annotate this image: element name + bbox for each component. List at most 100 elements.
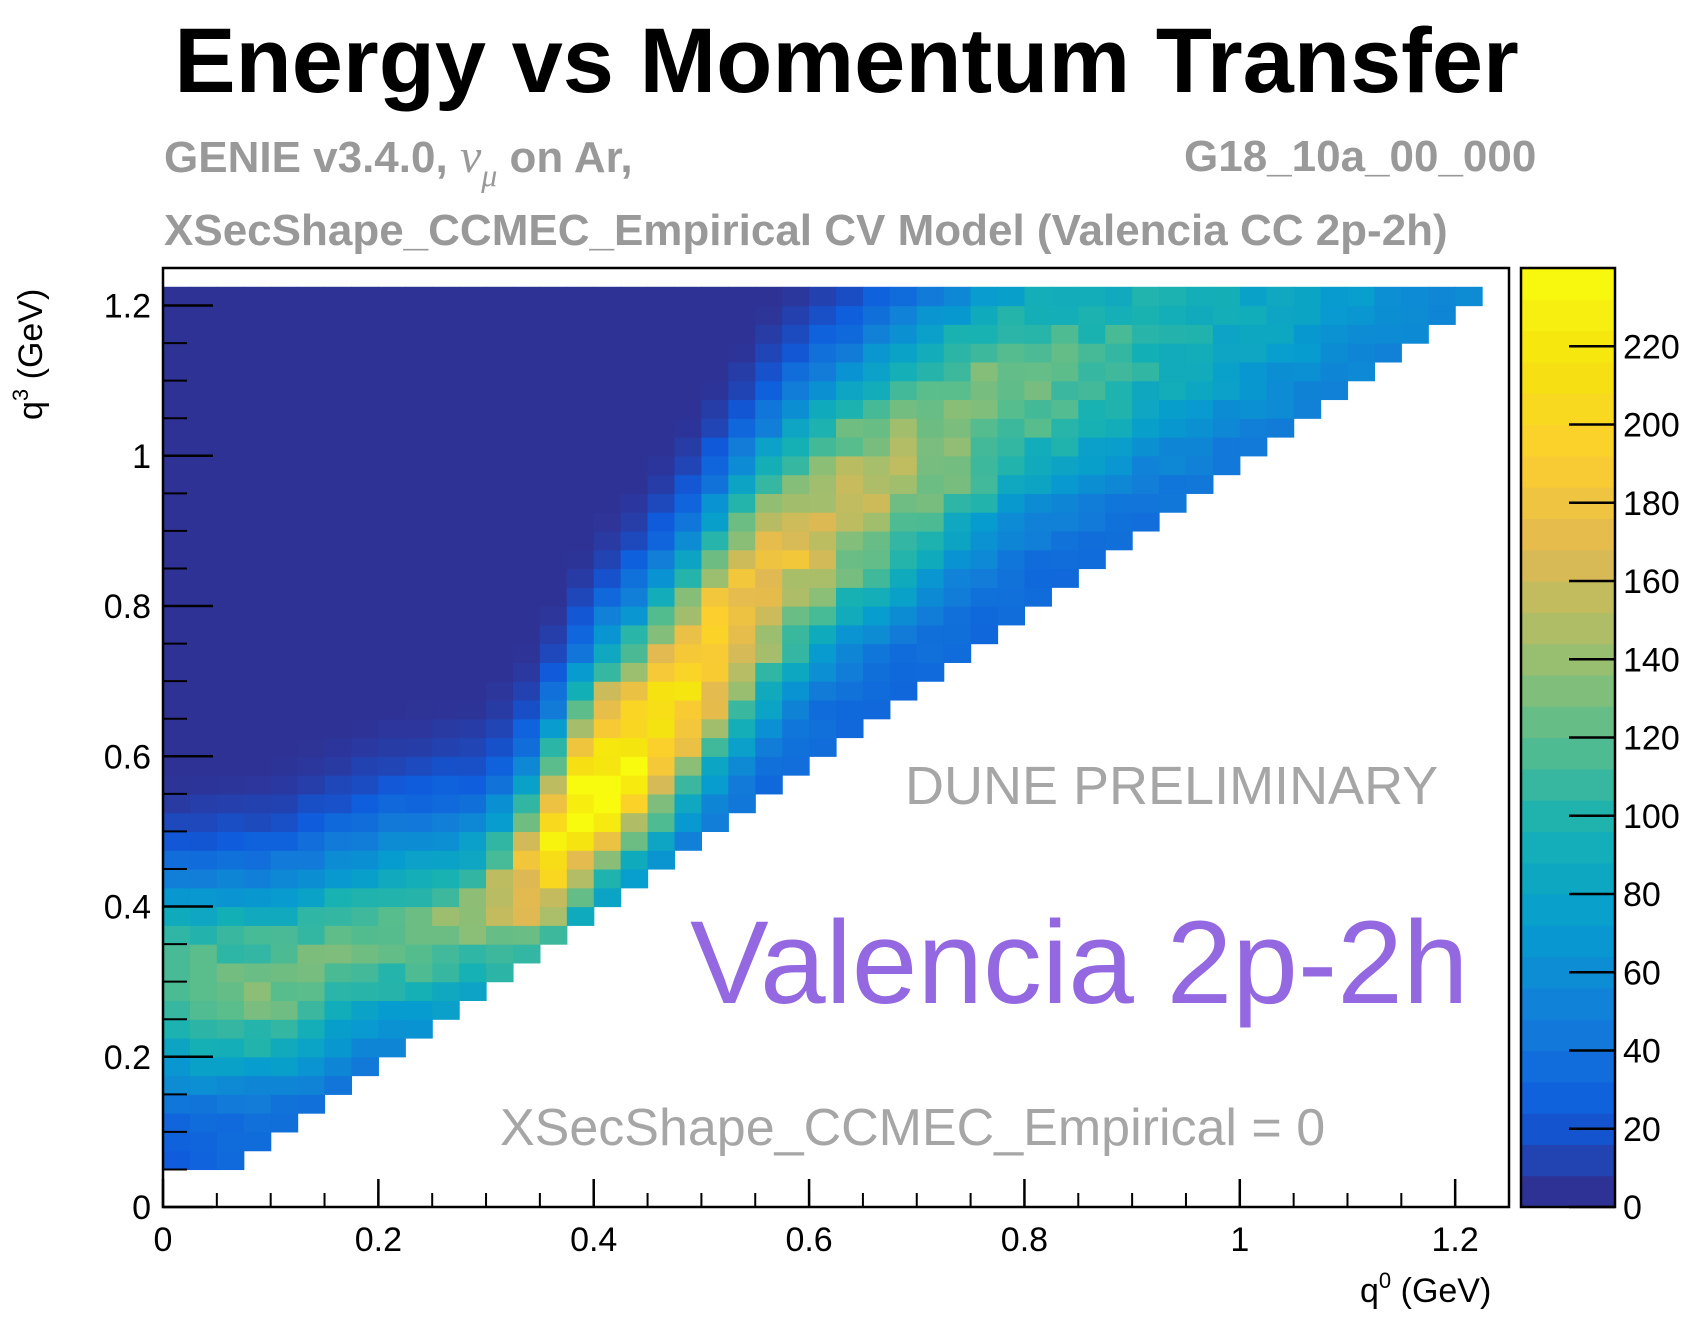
heatmap-cell xyxy=(486,587,514,607)
heatmap-cell xyxy=(324,850,353,870)
heatmap-cell xyxy=(539,850,568,870)
colorbar-tick-label: 140 xyxy=(1623,641,1680,679)
heatmap-cell xyxy=(189,1131,218,1152)
plot-frame xyxy=(161,266,1511,1209)
heatmap-cell xyxy=(486,305,514,325)
heatmap-cell xyxy=(701,324,729,344)
heatmap-cell xyxy=(297,887,326,908)
heatmap-cell xyxy=(916,418,945,438)
heatmap-cell xyxy=(163,418,191,438)
heatmap-cell xyxy=(566,756,595,776)
heatmap-cell xyxy=(405,437,433,457)
heatmap-cell xyxy=(755,775,783,795)
heatmap-cell xyxy=(432,343,460,363)
heatmap-cell xyxy=(297,474,326,494)
heatmap-cell xyxy=(1159,437,1187,457)
heatmap-cell xyxy=(943,549,972,570)
heatmap-cell xyxy=(916,624,945,645)
heatmap-cell xyxy=(701,568,729,588)
heatmap-cell xyxy=(351,437,379,457)
heatmap-cell xyxy=(189,418,218,438)
heatmap-cell xyxy=(270,831,299,851)
heatmap-cell xyxy=(351,831,379,851)
heatmap-cell xyxy=(405,399,433,419)
colorbar-segment xyxy=(1521,268,1615,300)
heatmap-cell xyxy=(889,662,918,682)
heatmap-cell xyxy=(862,380,891,401)
heatmap-cell xyxy=(459,474,487,494)
heatmap-cell xyxy=(728,624,756,645)
heatmap-cell xyxy=(674,699,702,720)
heatmap-cell xyxy=(809,286,837,307)
heatmap-cell xyxy=(189,606,218,626)
heatmap-cell xyxy=(163,474,191,494)
x-tick-label: 0.4 xyxy=(570,1221,617,1259)
heatmap-cell xyxy=(189,568,218,588)
heatmap-cell xyxy=(512,868,541,889)
heatmap-cell xyxy=(916,512,945,532)
heatmap-cell xyxy=(378,606,406,626)
heatmap-cell xyxy=(432,418,460,438)
heatmap-cell xyxy=(189,793,218,814)
heatmap-cell xyxy=(405,887,433,908)
heatmap-cell xyxy=(593,643,622,663)
heatmap-cell xyxy=(647,455,676,476)
heatmap-cell xyxy=(728,568,756,588)
heatmap-cell xyxy=(943,474,972,494)
heatmap-cell xyxy=(270,493,299,513)
heatmap-cell xyxy=(970,474,999,494)
heatmap-cell xyxy=(943,399,972,419)
heatmap-cell xyxy=(997,549,1026,570)
heatmap-cell xyxy=(405,568,433,588)
heatmap-cell xyxy=(782,718,810,739)
heatmap-cell xyxy=(243,455,272,476)
heatmap-cell xyxy=(1212,305,1241,325)
heatmap-cell xyxy=(647,793,676,814)
heatmap-cell xyxy=(512,662,541,682)
heatmap-cell xyxy=(997,305,1026,325)
heatmap-cell xyxy=(405,1000,433,1020)
heatmap-cell xyxy=(486,699,514,720)
heatmap-cell xyxy=(755,624,783,645)
heatmap-cell xyxy=(1266,343,1295,363)
heatmap-cell xyxy=(512,906,541,926)
heatmap-cell xyxy=(728,286,756,307)
colorbar-segment xyxy=(1521,299,1615,332)
heatmap-cell xyxy=(432,606,460,626)
heatmap-cell xyxy=(674,587,702,607)
heatmap-cell xyxy=(997,343,1026,363)
heatmap-cell xyxy=(674,361,702,382)
heatmap-cell xyxy=(378,549,406,570)
heatmap-cell xyxy=(405,549,433,570)
heatmap-cell xyxy=(889,549,918,570)
heatmap-cell xyxy=(486,643,514,663)
heatmap-cell xyxy=(1105,324,1133,344)
heatmap-cell xyxy=(243,418,272,438)
heatmap-cell xyxy=(1374,286,1402,307)
heatmap-cell xyxy=(701,718,729,739)
heatmap-cell xyxy=(647,549,676,570)
heatmap-cell xyxy=(862,512,891,532)
colorbar-tick-label: 180 xyxy=(1623,485,1680,523)
heatmap-cell xyxy=(1078,530,1106,551)
heatmap-cell xyxy=(674,737,702,757)
heatmap-cell xyxy=(862,286,891,307)
heatmap-cell xyxy=(163,286,191,307)
heatmap-cell xyxy=(620,606,649,626)
heatmap-cell xyxy=(539,530,568,551)
heatmap-cell xyxy=(512,418,541,438)
heatmap-cell xyxy=(782,530,810,551)
heatmap-cell xyxy=(836,343,864,363)
heatmap-cell xyxy=(189,1037,218,1058)
heatmap-cell xyxy=(270,1094,299,1114)
heatmap-cell xyxy=(836,361,864,382)
heatmap-cell xyxy=(324,775,353,795)
heatmap-cell xyxy=(916,568,945,588)
neutrino-symbol: νμ xyxy=(459,130,498,193)
heatmap-cell xyxy=(297,343,326,363)
heatmap-cell xyxy=(539,399,568,419)
heatmap-cell xyxy=(701,493,729,513)
heatmap-cell xyxy=(782,455,810,476)
heatmap-cell xyxy=(620,831,649,851)
heatmap-cell xyxy=(216,474,245,494)
